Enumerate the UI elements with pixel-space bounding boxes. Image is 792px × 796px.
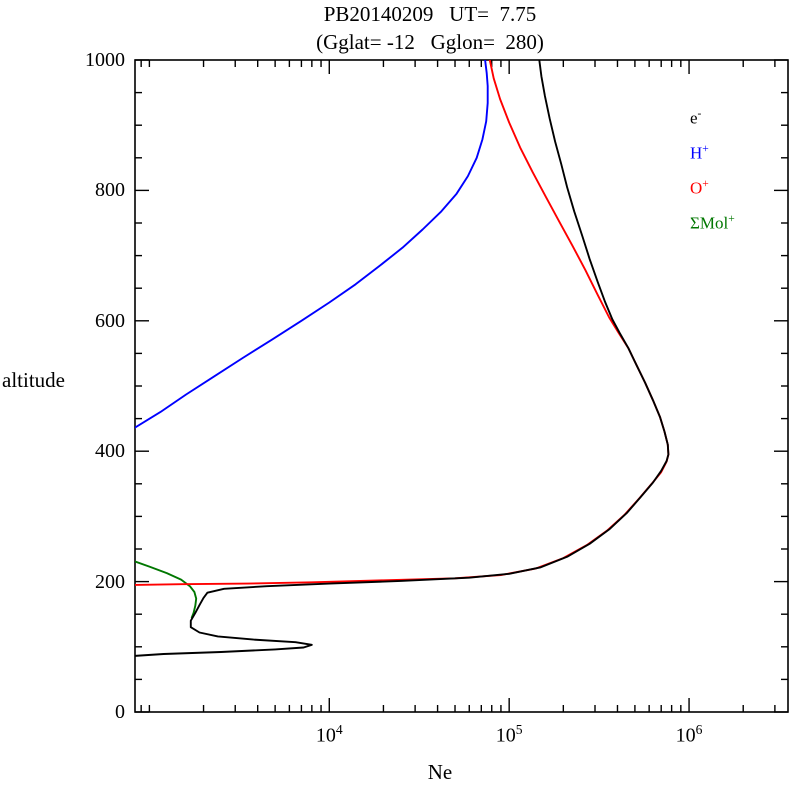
legend-item-h-plus: H+ — [690, 142, 709, 163]
x-axis-label: Ne — [427, 760, 453, 784]
o-plus-curve — [135, 60, 670, 586]
chart-title: PB20140209 UT= 7.75 — [323, 2, 537, 26]
y-tick-label-0: 0 — [115, 701, 125, 723]
y-axis-label: altitude — [2, 368, 65, 392]
y-tick-label-200: 200 — [95, 570, 125, 593]
x-tick-label-1e6: 106 — [675, 722, 703, 747]
y-tick-label-800: 800 — [95, 179, 125, 202]
electron-density-curve — [135, 60, 670, 657]
y-tick-label-400: 400 — [95, 440, 125, 463]
y-tick-label-600: 600 — [95, 309, 125, 332]
h-plus-curve — [135, 60, 489, 429]
legend: e- H+ O+ ΣMol+ — [690, 96, 735, 236]
sum-molecular-ions-curve — [135, 560, 198, 619]
x-tick-label-1e4: 104 — [315, 722, 343, 747]
legend-item-electron: e- — [690, 107, 702, 128]
legend-item-mol-plus: ΣMol+ — [690, 212, 735, 233]
legend-item-o-plus: O+ — [690, 177, 709, 198]
chart-subtitle: (Gglat= -12 Gglon= 280) — [316, 30, 544, 54]
y-tick-label-1000: 1000 — [85, 49, 125, 71]
x-tick-label-1e5: 105 — [495, 722, 523, 747]
